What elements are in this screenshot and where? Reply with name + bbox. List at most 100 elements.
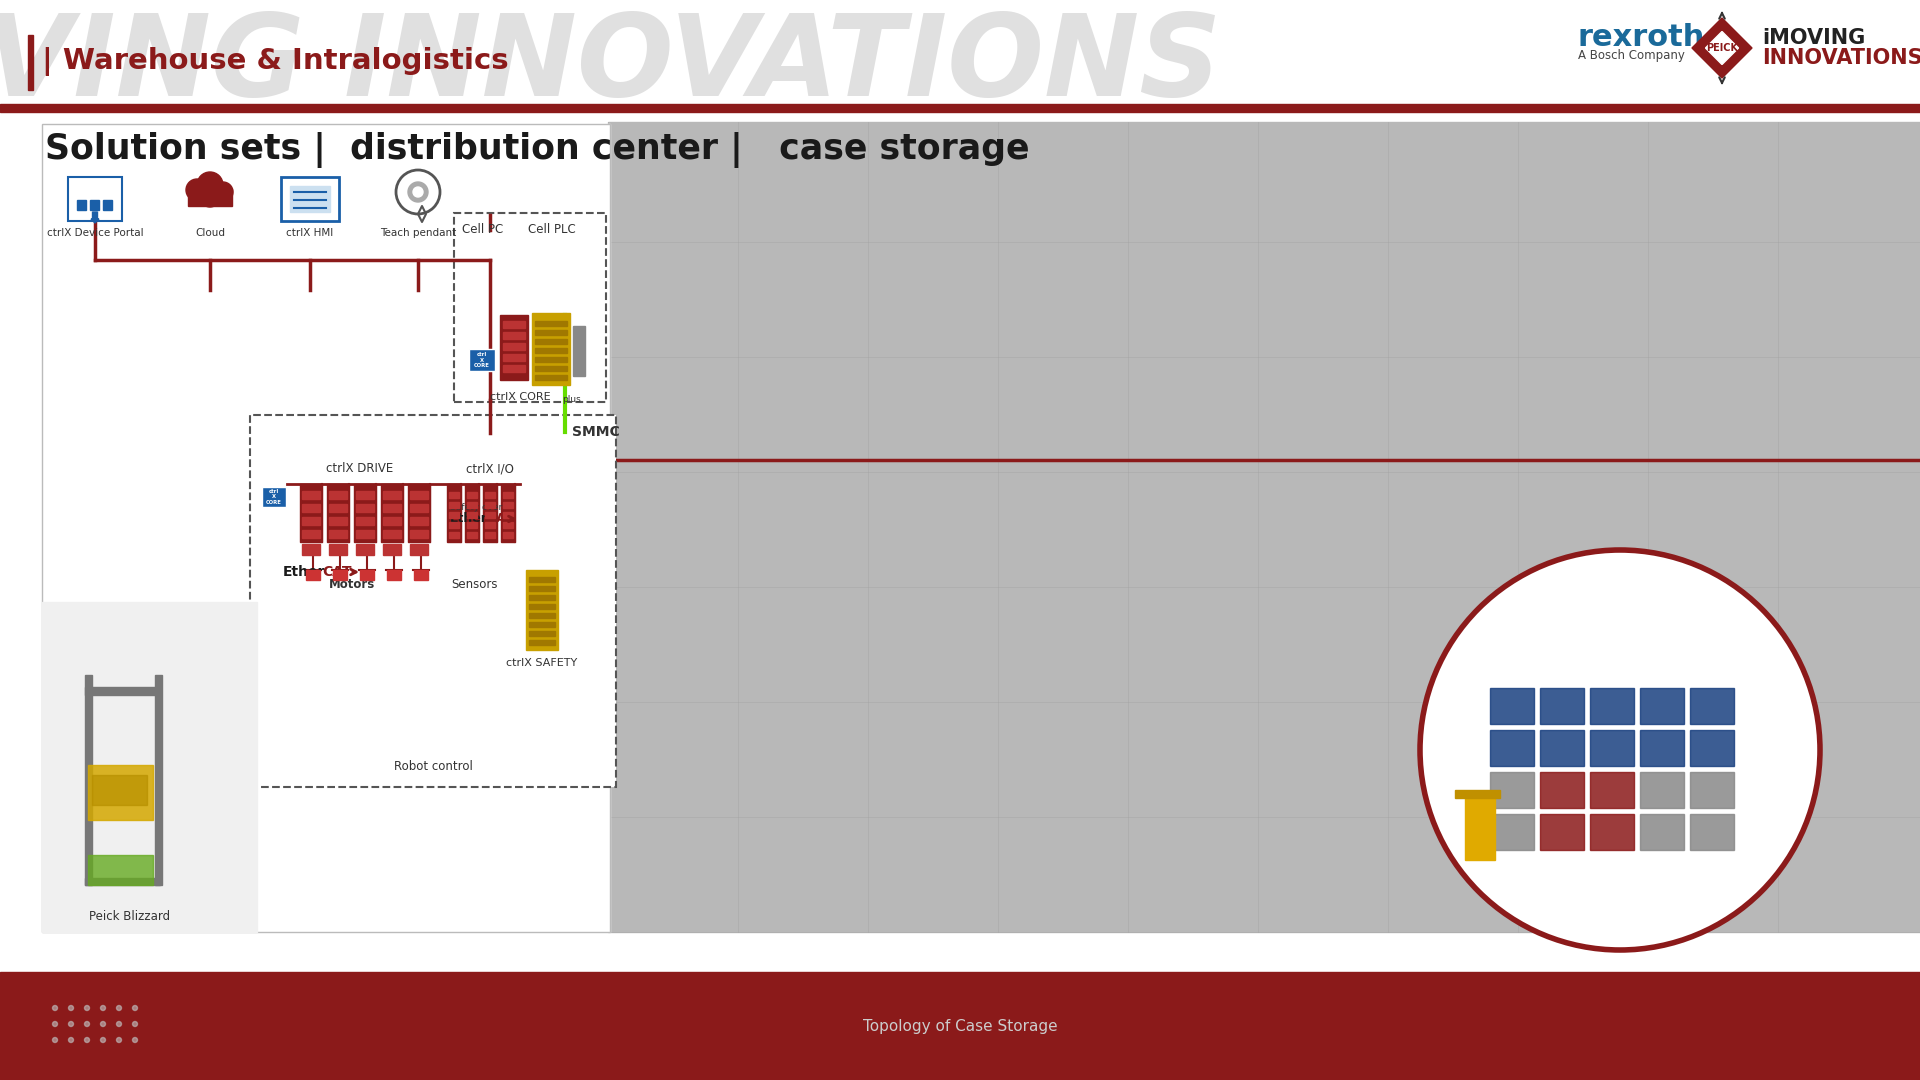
Bar (486, 492, 495, 498)
Bar (530, 613, 555, 618)
Text: Teach pendant: Teach pendant (380, 228, 457, 238)
Circle shape (52, 1038, 58, 1042)
Bar (536, 330, 566, 335)
Bar (572, 326, 586, 376)
Text: ctrlX CORE: ctrlX CORE (490, 392, 551, 402)
Text: ctrl
X
CORE: ctrl X CORE (474, 352, 490, 368)
Bar (305, 570, 321, 580)
Bar (503, 321, 524, 328)
Bar (530, 586, 555, 591)
Bar (328, 544, 348, 555)
Bar (467, 532, 476, 538)
FancyArrow shape (90, 212, 100, 222)
Bar (449, 512, 459, 518)
Bar (92, 775, 148, 805)
Text: INNOVATIONS: INNOVATIONS (1763, 48, 1920, 68)
Bar (42, 124, 611, 932)
Bar (328, 530, 348, 538)
Polygon shape (1705, 31, 1738, 65)
Bar (411, 491, 428, 499)
Bar (503, 502, 513, 508)
Bar (503, 365, 524, 372)
Bar (301, 517, 321, 525)
Text: iMOVING: iMOVING (1763, 28, 1864, 48)
FancyBboxPatch shape (67, 177, 123, 221)
Bar (42, 602, 257, 932)
Circle shape (117, 1022, 121, 1026)
Text: Ether: Ether (282, 565, 324, 579)
Circle shape (100, 1005, 106, 1011)
Circle shape (84, 1038, 90, 1042)
Bar (536, 357, 566, 362)
Bar (1690, 730, 1734, 766)
Text: Motors: Motors (328, 578, 374, 591)
Bar (77, 200, 86, 210)
Bar (1590, 772, 1634, 808)
Text: Sensors: Sensors (451, 578, 497, 591)
Bar (332, 570, 348, 580)
Bar (1490, 772, 1534, 808)
Bar (104, 200, 111, 210)
Circle shape (100, 1022, 106, 1026)
Text: ctrlX HMI: ctrlX HMI (286, 228, 334, 238)
Bar (326, 484, 349, 542)
Text: ctrlX SAFETY: ctrlX SAFETY (507, 658, 578, 669)
Bar (290, 186, 330, 212)
Text: ctrlX DRIVE: ctrlX DRIVE (326, 462, 394, 475)
Bar (1590, 814, 1634, 850)
Bar (411, 517, 428, 525)
Bar (382, 530, 401, 538)
Bar (1490, 730, 1534, 766)
Bar (449, 492, 459, 498)
Circle shape (84, 1005, 90, 1011)
Text: Solution sets |  distribution center |   case storage: Solution sets | distribution center | ca… (44, 132, 1029, 168)
Bar (328, 504, 348, 512)
Bar (1540, 814, 1584, 850)
Circle shape (213, 183, 232, 202)
Polygon shape (1692, 18, 1751, 78)
Bar (536, 339, 566, 345)
Bar (382, 517, 401, 525)
Bar (355, 544, 374, 555)
Text: Cell PC: Cell PC (463, 222, 503, 237)
Bar (1690, 772, 1734, 808)
Circle shape (52, 1005, 58, 1011)
Bar (1690, 688, 1734, 724)
Circle shape (117, 1005, 121, 1011)
Circle shape (52, 1022, 58, 1026)
Bar (536, 366, 566, 372)
Circle shape (69, 1038, 73, 1042)
Bar (380, 484, 403, 542)
Bar (355, 517, 374, 525)
Bar (411, 544, 428, 555)
Text: Robot control: Robot control (394, 760, 472, 773)
Bar (1590, 688, 1634, 724)
Bar (609, 122, 1920, 932)
Bar (188, 189, 232, 206)
FancyBboxPatch shape (453, 213, 607, 402)
Bar (526, 570, 559, 650)
Text: Cloud: Cloud (196, 228, 225, 238)
Text: ctrlX I/O: ctrlX I/O (467, 462, 515, 475)
Text: Safety over: Safety over (449, 503, 503, 513)
Bar (503, 522, 513, 528)
Bar (449, 532, 459, 538)
Bar (503, 354, 524, 361)
Bar (1540, 688, 1584, 724)
Text: ctrl
X
CORE: ctrl X CORE (267, 488, 282, 505)
Circle shape (186, 179, 207, 201)
Bar (484, 484, 497, 542)
Bar (1640, 688, 1684, 724)
Bar (530, 622, 555, 627)
Text: MOVING INNOVATIONS: MOVING INNOVATIONS (0, 10, 1221, 121)
Bar (467, 512, 476, 518)
Text: Topology of Case Storage: Topology of Case Storage (862, 1018, 1058, 1034)
Bar (328, 491, 348, 499)
Bar (382, 544, 401, 555)
Circle shape (132, 1005, 138, 1011)
Bar (1490, 688, 1534, 724)
Bar (355, 530, 374, 538)
Bar (501, 484, 515, 542)
Circle shape (200, 187, 221, 207)
FancyBboxPatch shape (280, 177, 340, 221)
